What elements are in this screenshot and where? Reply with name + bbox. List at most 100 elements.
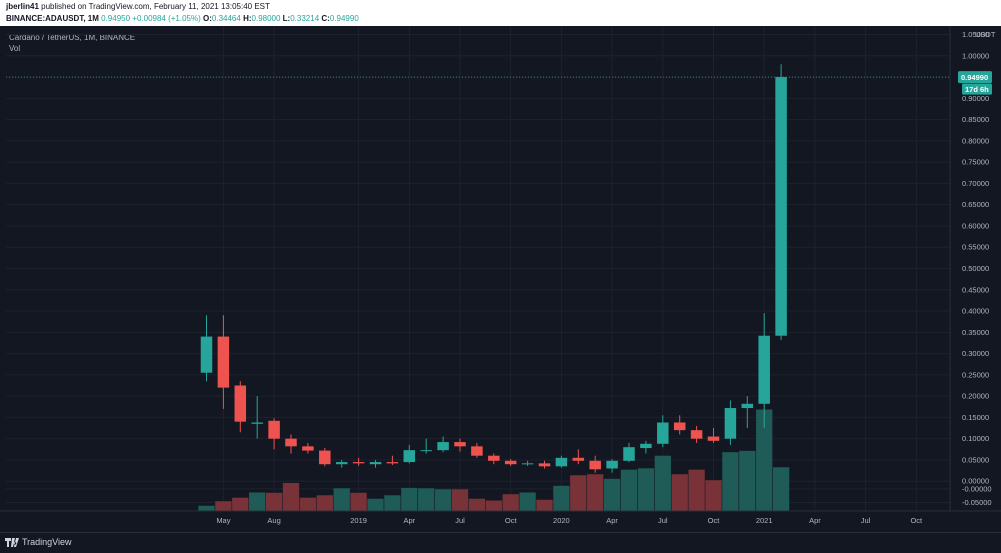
time-tick-label: Aug	[267, 516, 280, 525]
volume-bar	[654, 455, 671, 511]
price-change: +0.00984 (+1.05%)	[132, 14, 201, 23]
candle-body	[403, 450, 416, 463]
time-tick-label: 2020	[553, 516, 570, 525]
volume-bar	[249, 492, 266, 511]
candle-body	[454, 442, 466, 447]
volume-bar	[637, 468, 655, 511]
price-tick-label: 0.30000	[962, 349, 989, 358]
volume-bar	[772, 467, 790, 511]
volume-bar	[688, 469, 705, 511]
footer-brand[interactable]: TradingView	[22, 537, 72, 547]
price-tick-label: 0.90000	[962, 94, 989, 103]
open-label: O:	[203, 14, 212, 23]
price-tick-label: 0.10000	[962, 434, 989, 443]
time-tick-label: Apr	[809, 516, 821, 525]
price-tick-label: 0.45000	[962, 285, 989, 294]
candle-body	[234, 385, 247, 422]
volume-bar	[333, 488, 350, 511]
price-tick-label: 0.85000	[962, 115, 989, 124]
volume-bar	[570, 475, 587, 511]
volume-bar	[401, 487, 418, 511]
candle-body	[538, 463, 551, 467]
candle-body	[572, 457, 585, 461]
volume-bar	[232, 497, 249, 511]
volume-bar	[705, 480, 722, 511]
candle-body	[521, 463, 534, 465]
volume-bar	[620, 469, 638, 511]
chart-header: jberlin41 published on TradingView.com, …	[0, 0, 1001, 26]
candle-body	[200, 336, 213, 373]
price-tick-label: 0.40000	[962, 307, 989, 316]
price-axis[interactable]: 1.050001.000000.950000.900000.850000.800…	[949, 26, 992, 511]
publish-info: jberlin41 published on TradingView.com, …	[6, 1, 270, 13]
candle-body	[606, 460, 618, 469]
ohlc-summary: BINANCE:ADAUSDT, 1M 0.94950 +0.00984 (+1…	[6, 13, 359, 25]
candle-body	[471, 446, 483, 456]
candle-body	[420, 450, 432, 452]
volume-bars	[198, 409, 790, 511]
volume-bar	[418, 488, 435, 511]
candle-body	[437, 442, 449, 451]
footer: TradingView	[0, 532, 1001, 553]
candle-body	[268, 420, 280, 439]
candle-body	[285, 438, 297, 447]
volume-bar	[603, 478, 621, 511]
candle-body	[369, 462, 382, 465]
legend-title[interactable]: Cardano / TetherUS, 1M, BINANCE	[9, 33, 136, 42]
volume-bar	[502, 494, 519, 511]
candle-body	[217, 336, 230, 388]
time-tick-label: Oct	[708, 516, 721, 525]
price-tick-label: 0.25000	[962, 370, 989, 379]
price-tick-label: 0.00000	[962, 477, 989, 486]
time-tick-label: May	[216, 516, 230, 525]
time-axis[interactable]: May Aug 2019 Apr Jul Oct 2020 Apr Jul Oct 2021 Apr J…	[0, 510, 1001, 525]
volume-bar	[553, 485, 570, 511]
candle-body	[741, 403, 754, 409]
tradingview-logo-icon[interactable]	[5, 538, 19, 547]
volume-bar	[215, 501, 232, 511]
author-name[interactable]: jberlin41	[6, 2, 39, 11]
legend-vol[interactable]: Vol	[9, 44, 21, 53]
symbol-label: BINANCE:ADAUSDT, 1M	[6, 14, 99, 23]
candle-body	[707, 436, 720, 441]
time-tick-label: Jul	[861, 516, 871, 525]
high-value: 0.98000	[251, 14, 281, 23]
time-tick-label: Jul	[658, 516, 668, 525]
volume-bar	[299, 497, 317, 511]
time-tick-label: Jul	[455, 516, 465, 525]
time-tick-label: Apr	[403, 516, 415, 525]
volume-bar	[316, 495, 333, 511]
time-tick-label: Oct	[910, 516, 923, 525]
price-tick-label: 0.65000	[962, 200, 989, 209]
candle-body	[352, 462, 365, 464]
volume-bar	[282, 483, 300, 511]
candles	[200, 64, 787, 473]
price-chart[interactable]: 1.050001.000000.950000.900000.850000.800…	[0, 26, 1001, 532]
volume-bar	[198, 505, 215, 511]
countdown-value: 17d 6h	[965, 85, 989, 94]
candle-body	[335, 462, 348, 465]
volume-bar	[367, 498, 384, 511]
candle-body	[504, 460, 517, 465]
volume-bar	[265, 492, 283, 511]
candle-body	[673, 422, 686, 431]
price-tick-label: 0.75000	[962, 158, 989, 167]
candle-body	[640, 443, 652, 449]
low-label: L:	[282, 14, 291, 23]
volume-bar	[722, 452, 739, 511]
close-label: C:	[321, 14, 330, 23]
last-price: 0.94950	[101, 14, 131, 23]
price-tick-label: 1.05000	[962, 30, 989, 39]
candle-body	[589, 460, 601, 470]
price-tick-label: -0.00000	[962, 484, 992, 493]
volume-bar	[756, 409, 773, 511]
price-tick-label: 0.50000	[962, 264, 989, 273]
volume-bar	[468, 498, 486, 511]
volume-bar	[587, 474, 604, 511]
price-tag-value: 0.94990	[961, 73, 988, 82]
countdown-box	[962, 83, 992, 95]
time-tick-label: 2021	[756, 516, 773, 525]
candle-body	[386, 462, 399, 464]
candle-body	[657, 422, 669, 444]
price-tick-label: 0.55000	[962, 243, 989, 252]
